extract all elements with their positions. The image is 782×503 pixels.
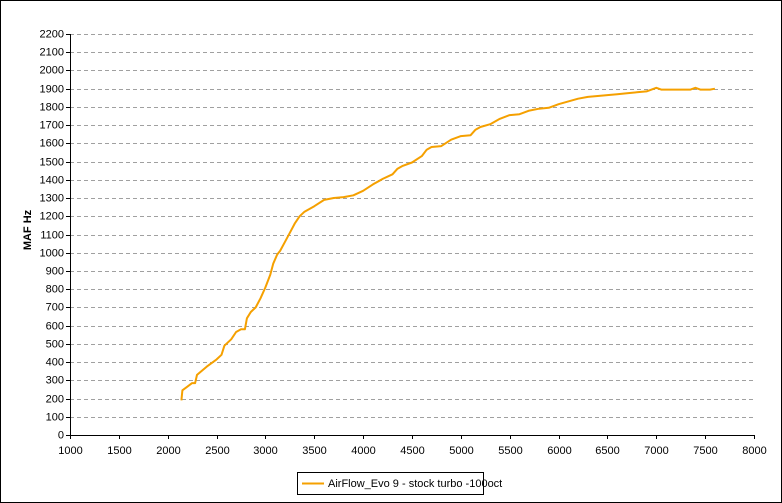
x-tick-label: 1500 [107,445,131,457]
y-tick-label: 1800 [40,101,64,113]
y-tick-label: 600 [46,320,64,332]
y-tick-label: 1600 [40,137,64,149]
y-tick-label: 2100 [40,46,64,58]
x-tick-label: 8000 [742,445,766,457]
x-tick-label: 7500 [693,445,717,457]
y-tick-label: 700 [46,301,64,313]
x-tick-label: 7000 [644,445,668,457]
x-tick-label: 4500 [400,445,424,457]
y-tick-label: 300 [46,374,64,386]
y-tick-label: 200 [46,393,64,405]
data-line [180,86,716,401]
x-tick-label: 4000 [351,445,375,457]
x-tick-label: 6500 [595,445,619,457]
x-tick-label: 5000 [449,445,473,457]
y-tick-label: 0 [58,429,64,441]
x-tick-label: 2000 [156,445,180,457]
y-tick-label: 800 [46,283,64,295]
y-tick-label: 1300 [40,192,64,204]
y-tick-label: 2000 [40,64,64,76]
y-tick-label: 1500 [40,156,64,168]
y-tick-label: 1400 [40,174,64,186]
y-tick-label: 1900 [40,83,64,95]
x-tick-label: 2500 [205,445,229,457]
y-tick-label: 1100 [40,229,64,241]
y-tick-label: 1200 [40,210,64,222]
legend-label: AirFlow_Evo 9 - stock turbo -100oct [328,478,502,490]
y-tick-label: 500 [46,338,64,350]
y-tick-label: 1000 [40,247,64,259]
y-axis-label: MAF Hz [22,209,34,250]
y-tick-label: 100 [46,411,64,423]
y-tick-label: 400 [46,356,64,368]
x-tick-label: 3500 [302,445,326,457]
x-tick-label: 6000 [547,445,571,457]
y-tick-label: 2200 [40,28,64,40]
x-tick-label: 1000 [58,445,82,457]
y-tick-label: 900 [46,265,64,277]
x-tick-label: 5500 [498,445,522,457]
y-tick-label: 1700 [40,119,64,131]
x-tick-label: 3000 [253,445,277,457]
legend-box [297,472,484,495]
